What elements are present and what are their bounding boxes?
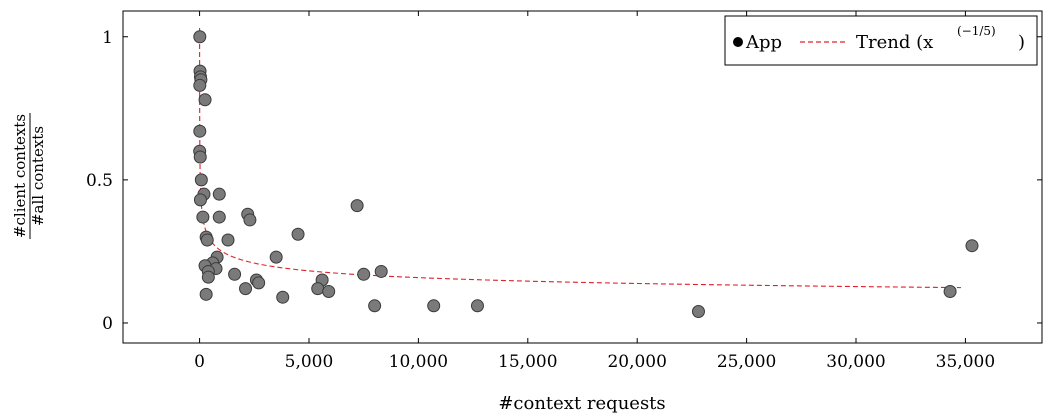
- x-tick-label: 15,000: [498, 352, 557, 372]
- legend-box: [724, 15, 1038, 66]
- legend-app-marker: [733, 37, 743, 47]
- x-tick-label: 30,000: [826, 352, 885, 372]
- x-tick-label: 20,000: [607, 352, 666, 372]
- x-tick-label: 5,000: [285, 352, 334, 372]
- y-axis-denominator: #all contexts: [29, 126, 47, 226]
- data-point: [212, 210, 226, 224]
- data-point: [193, 193, 207, 207]
- data-point: [196, 210, 210, 224]
- data-point: [194, 173, 208, 187]
- axis-ticks: 0 5,000 10,000 15,000 20,000 25,000 30,000 35,0…: [86, 11, 1042, 372]
- data-point: [193, 150, 207, 164]
- y-tick-label: 0: [102, 314, 113, 334]
- x-axis-title: #context requests: [498, 393, 665, 414]
- data-point: [427, 299, 441, 313]
- data-point: [276, 290, 290, 304]
- legend-trend-suffix: ): [1018, 32, 1025, 53]
- data-point: [322, 284, 336, 298]
- data-point: [200, 233, 214, 247]
- x-tick-label: 35,000: [936, 352, 995, 372]
- data-point: [291, 227, 305, 241]
- data-point: [350, 199, 364, 213]
- trend-line: [199, 27, 962, 289]
- data-point: [943, 284, 957, 298]
- data-point: [212, 187, 226, 201]
- data-point: [311, 282, 325, 296]
- data-point: [193, 78, 207, 92]
- legend: App Trend (x (−1/5) ): [724, 15, 1038, 66]
- data-point: [269, 250, 283, 264]
- legend-app-label: App: [745, 32, 782, 53]
- data-point: [198, 93, 212, 107]
- data-point: [243, 213, 257, 227]
- data-point: [193, 30, 207, 44]
- data-point: [228, 267, 242, 281]
- data-point: [193, 124, 207, 138]
- y-axis-numerator: #client contexts: [11, 114, 29, 238]
- data-point: [470, 299, 484, 313]
- data-point: [199, 287, 213, 301]
- data-point: [239, 282, 253, 296]
- y-axis-title: #client contexts #all contexts: [11, 113, 47, 239]
- y-tick-label: 0.5: [86, 171, 113, 191]
- data-point: [368, 299, 382, 313]
- data-point: [691, 305, 705, 319]
- data-point: [201, 270, 215, 284]
- x-tick-label: 25,000: [717, 352, 776, 372]
- legend-trend-exponent: (−1/5): [957, 24, 996, 38]
- x-tick-label: 10,000: [389, 352, 448, 372]
- data-point: [965, 239, 979, 253]
- y-tick-label: 1: [102, 28, 113, 48]
- data-point: [252, 276, 266, 290]
- data-point: [357, 267, 371, 281]
- trend-layer: [199, 27, 962, 289]
- points-layer: [193, 30, 979, 319]
- data-point: [374, 264, 388, 278]
- legend-trend-label: Trend (x: [856, 32, 933, 53]
- data-point: [221, 233, 235, 247]
- plot-frame: [122, 10, 1043, 344]
- x-tick-label: 0: [194, 352, 205, 372]
